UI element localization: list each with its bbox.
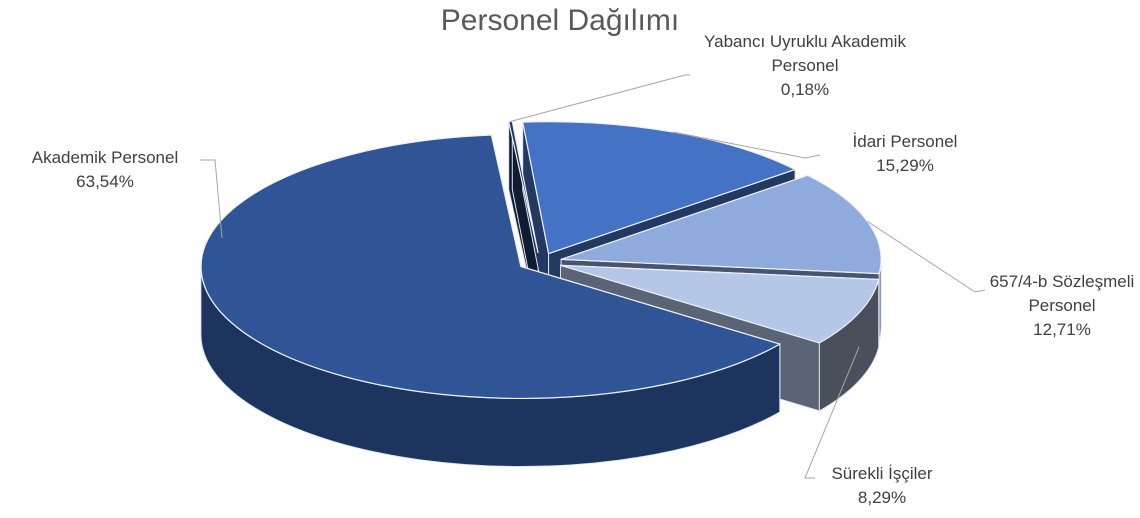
data-label: Yabancı Uyruklu Akademik Personel 0,18%	[700, 30, 910, 102]
category-label: 657/4-b Sözleşmeli Personel	[989, 272, 1135, 315]
slice	[521, 121, 797, 255]
category-label: Akademik Personel	[31, 148, 179, 167]
data-label: İdari Personel 15,29%	[805, 130, 1005, 178]
value-label: 8,29%	[857, 488, 907, 507]
value-label: 12,71%	[1033, 320, 1091, 339]
category-label: Sürekli İşçiler	[831, 464, 933, 483]
data-label: Sürekli İşçiler 8,29%	[802, 462, 962, 510]
leader-line	[510, 74, 690, 122]
leader-line	[804, 346, 860, 479]
leader-line	[672, 131, 821, 159]
category-label: Yabancı Uyruklu Akademik Personel	[704, 32, 906, 75]
value-label: 15,29%	[876, 156, 934, 175]
leader-line	[867, 220, 986, 293]
leader-line	[200, 159, 223, 239]
value-label: 63,54%	[76, 172, 134, 191]
category-label: İdari Personel	[852, 132, 958, 151]
data-label: 657/4-b Sözleşmeli Personel 12,71%	[977, 270, 1140, 342]
chart-title: Personel Dağılımı	[440, 4, 680, 37]
slice	[560, 264, 880, 344]
slice	[200, 134, 782, 400]
value-label: 0,18%	[780, 80, 830, 99]
data-label: Akademik Personel 63,54%	[0, 146, 210, 194]
